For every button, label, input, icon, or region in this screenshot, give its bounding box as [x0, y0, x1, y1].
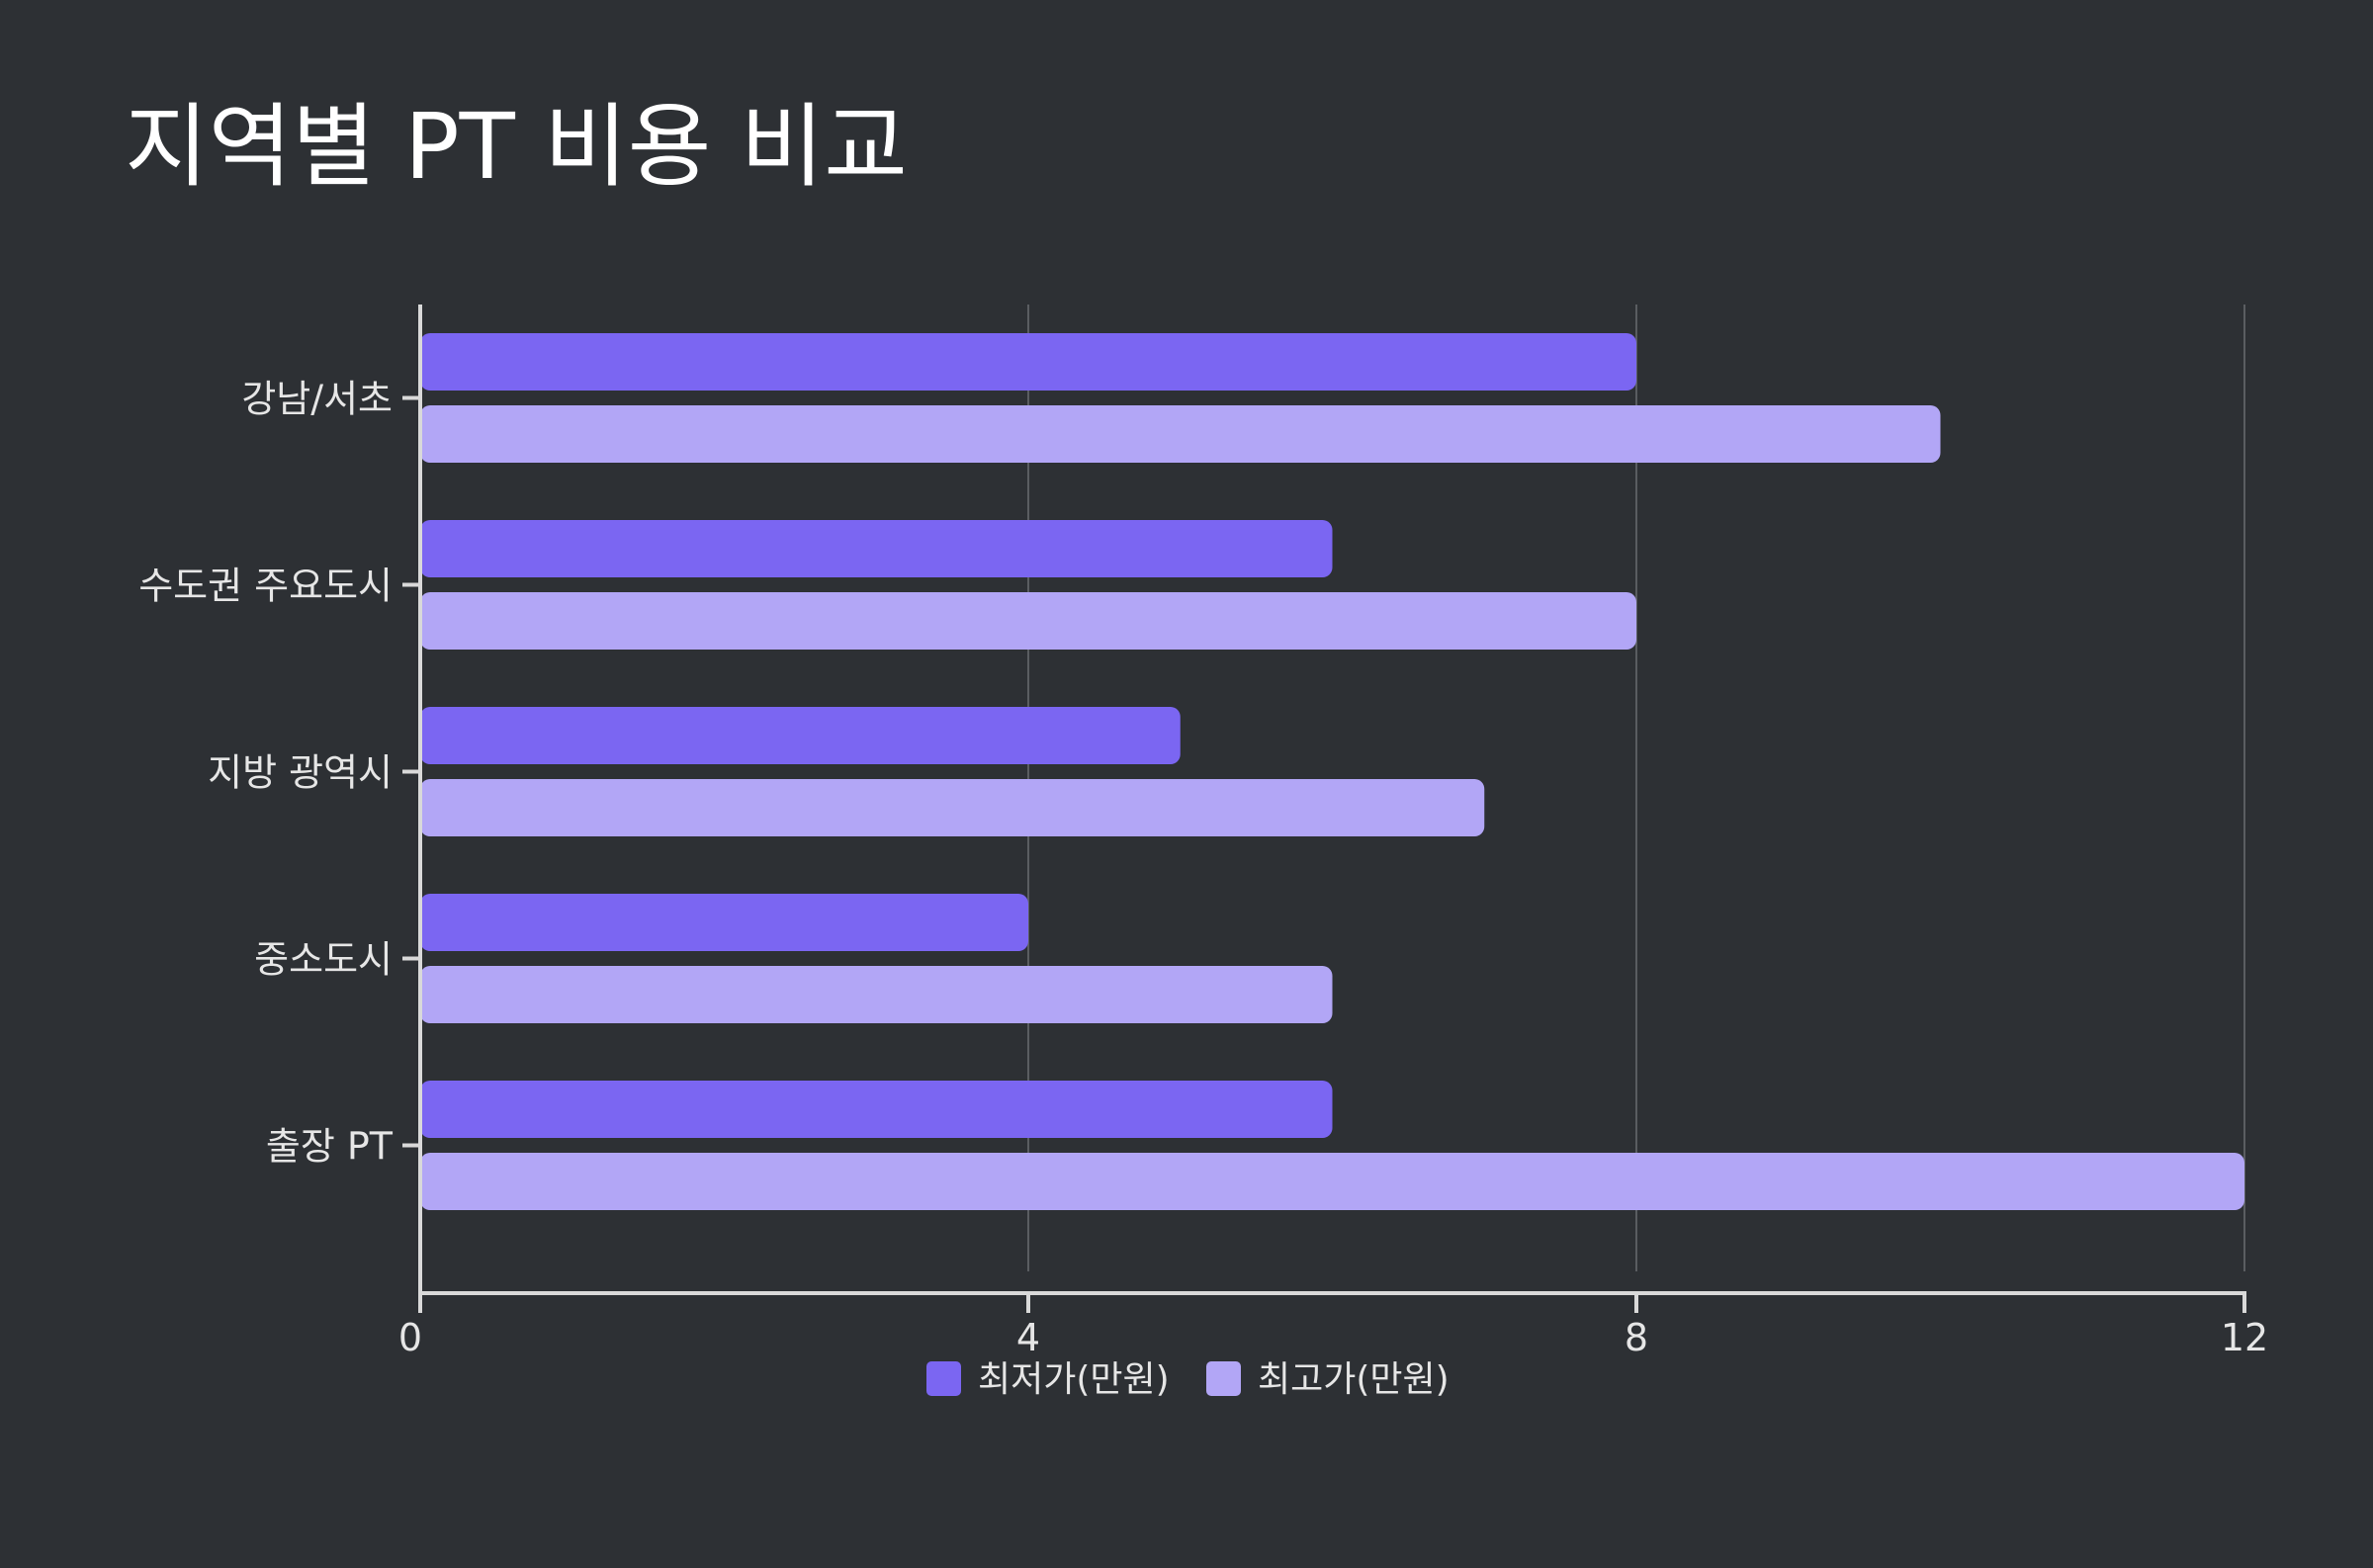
axes: [402, 305, 2246, 1313]
x-tick-label-1: 4: [1016, 1316, 1040, 1359]
bar-min-2: [420, 707, 1181, 764]
legend-label-1: 최고가(만원): [1258, 1359, 1450, 1400]
x-tick-label-3: 12: [2221, 1316, 2268, 1359]
bar-max-3: [420, 966, 1333, 1023]
legend: 최저가(만원) 최고가(만원): [926, 1359, 1450, 1400]
category-label-2: 지방 광역시: [208, 751, 393, 795]
bar-max-4: [420, 1153, 2244, 1210]
legend-label-0: 최저가(만원): [978, 1359, 1170, 1400]
category-label-4: 출장 PT: [266, 1125, 394, 1169]
legend-swatch-1: [1206, 1361, 1241, 1396]
x-tick-label-2: 8: [1625, 1316, 1648, 1359]
chart-title: 지역별 PT 비용 비교: [125, 94, 908, 200]
bar-min-4: [420, 1081, 1333, 1138]
bar-min-3: [420, 894, 1028, 951]
legend-swatch-0: [926, 1361, 961, 1396]
bar-max-1: [420, 592, 1636, 650]
bar-min-0: [420, 333, 1636, 391]
category-label-0: 강남/서초: [241, 378, 393, 421]
bar-max-2: [420, 779, 1485, 836]
category-label-3: 중소도시: [254, 938, 393, 982]
x-tick-label-0: 0: [398, 1316, 422, 1359]
bar-max-0: [420, 405, 1941, 463]
bars: [420, 333, 2244, 1210]
bar-min-1: [420, 520, 1333, 577]
category-label-1: 수도권 주요도시: [138, 565, 393, 608]
